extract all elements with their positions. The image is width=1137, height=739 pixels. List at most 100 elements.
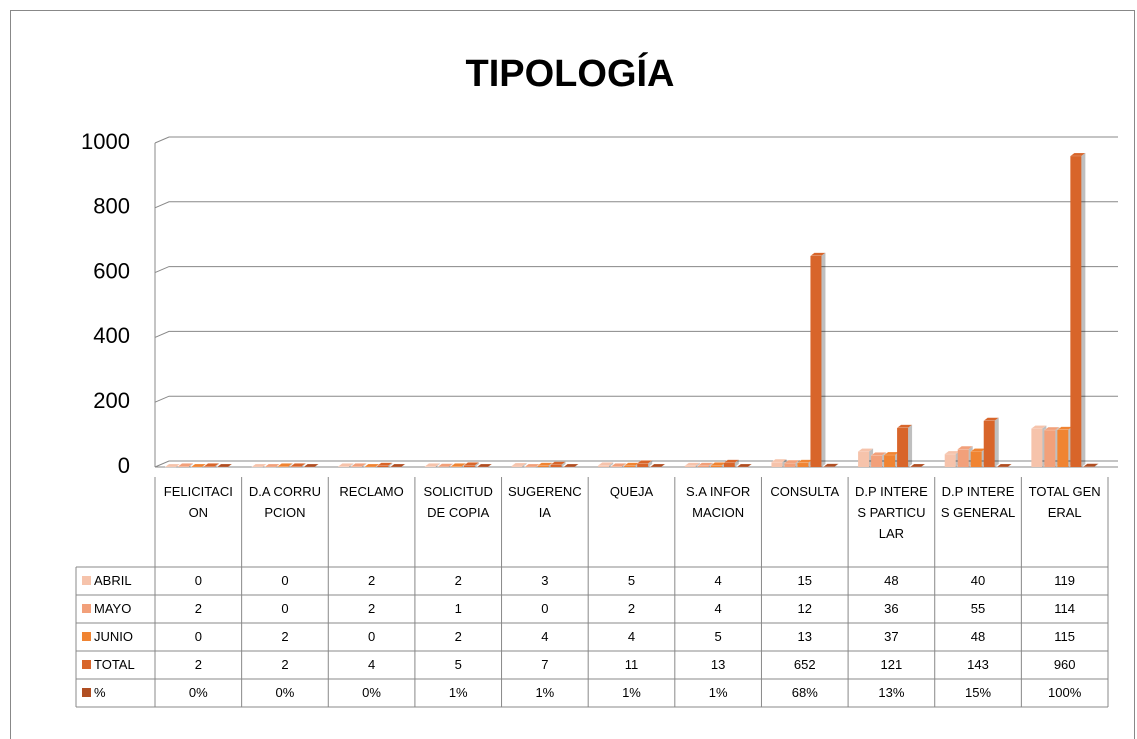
- bar-side: [474, 462, 479, 467]
- x-tick-label: S.A INFORMACION: [685, 484, 751, 520]
- bar: [684, 465, 696, 467]
- bar: [598, 465, 610, 467]
- bar: [897, 427, 909, 467]
- bar-side: [228, 463, 232, 467]
- table-value: 13: [797, 629, 812, 644]
- bar-side: [301, 463, 306, 467]
- y-tick-label: 800: [93, 194, 130, 219]
- bar-side: [821, 252, 826, 467]
- bar-side: [834, 463, 839, 467]
- y-tick-label: 600: [93, 258, 130, 283]
- bar: [537, 465, 549, 467]
- bar-side: [994, 417, 999, 467]
- legend-entry: ABRIL: [76, 567, 155, 595]
- bar: [450, 466, 462, 467]
- bar: [1044, 430, 1056, 467]
- table-value: 0: [367, 629, 376, 644]
- bar-side: [574, 463, 579, 467]
- bar: [858, 451, 870, 467]
- grid-line: [154, 201, 1118, 209]
- table-value: 2: [454, 629, 462, 644]
- y-tick-label: 200: [93, 388, 130, 413]
- bar-side: [648, 460, 653, 467]
- table-value: 119: [1054, 573, 1076, 588]
- table-value: 121: [880, 657, 903, 672]
- bar-top: [723, 459, 740, 464]
- table-value: 2: [281, 629, 289, 644]
- bar-top: [1030, 425, 1048, 429]
- bar: [697, 465, 709, 467]
- legend-swatch: [82, 576, 91, 585]
- bar-top: [536, 462, 554, 466]
- bar-top: [177, 463, 194, 467]
- bar-side: [1081, 152, 1086, 467]
- bar-side: [747, 463, 752, 467]
- bar-top: [250, 463, 268, 468]
- bar-top: [1069, 152, 1087, 157]
- bar-top: [376, 462, 394, 466]
- bar-side: [314, 463, 319, 467]
- table-value: 2: [281, 657, 289, 672]
- table-value: 36: [884, 601, 899, 616]
- grid-line: [154, 395, 1118, 403]
- legend-label: MAYO: [94, 601, 132, 616]
- bar: [1031, 428, 1043, 467]
- table-value: 1%: [448, 685, 468, 700]
- bar-side: [349, 463, 354, 467]
- x-tick-label: D.P INTERES PARTICULAR: [855, 484, 928, 541]
- bar-top: [809, 252, 827, 257]
- bar-top: [1082, 463, 1100, 467]
- table-value: 5: [627, 573, 636, 588]
- table-value: 652: [793, 657, 816, 672]
- table-value: 5: [714, 629, 722, 644]
- legend-label: %: [94, 685, 106, 700]
- table-value: 0%: [188, 685, 208, 700]
- x-tick-label: RECLAMO: [339, 484, 404, 499]
- table-value: 115: [1054, 629, 1076, 644]
- table-value: 2: [367, 601, 376, 616]
- table-value: 5: [454, 657, 462, 672]
- y-tick-label: 0: [118, 453, 130, 478]
- bar: [1070, 155, 1082, 467]
- bar-top: [857, 448, 874, 452]
- bar-top: [337, 463, 355, 467]
- x-tick-label: D.A CORRUPCION: [248, 484, 322, 520]
- bar: [983, 420, 995, 467]
- y-tick-label: 400: [93, 323, 130, 348]
- table-value: 4: [714, 601, 722, 616]
- legend-entry: MAYO: [76, 595, 155, 623]
- legend-swatch: [82, 604, 91, 613]
- bar-side: [708, 462, 713, 467]
- bar-side: [215, 463, 219, 467]
- bar: [944, 454, 956, 467]
- legend-label: JUNIO: [94, 629, 133, 644]
- table-value: 0%: [362, 685, 381, 700]
- table-value: 12: [797, 601, 812, 616]
- table-value: 1%: [708, 685, 728, 700]
- table-value: 4: [541, 629, 549, 644]
- table-value: 1: [454, 601, 462, 616]
- bar: [424, 466, 436, 467]
- bar: [1057, 429, 1069, 467]
- bar-side: [401, 463, 406, 467]
- bar-side: [782, 459, 787, 467]
- legend-swatch: [82, 632, 91, 641]
- x-tick-label: QUEJA: [609, 484, 654, 499]
- bar-top: [684, 462, 701, 466]
- bar-top: [510, 462, 528, 467]
- bar-side: [921, 463, 926, 467]
- bar-top: [263, 463, 281, 468]
- legend-swatch: [82, 660, 91, 669]
- table-value: 1%: [622, 685, 641, 700]
- bar-side: [622, 463, 627, 467]
- bar-top: [822, 463, 840, 468]
- table-value: 13%: [878, 685, 905, 700]
- bar-top: [896, 424, 913, 429]
- table-value: 0: [281, 601, 289, 616]
- bar: [511, 466, 523, 467]
- bar-top: [363, 463, 381, 468]
- bar-top: [216, 463, 233, 468]
- table-value: 2: [194, 601, 202, 616]
- bar-top: [982, 417, 1000, 421]
- table-value: 68%: [791, 685, 818, 700]
